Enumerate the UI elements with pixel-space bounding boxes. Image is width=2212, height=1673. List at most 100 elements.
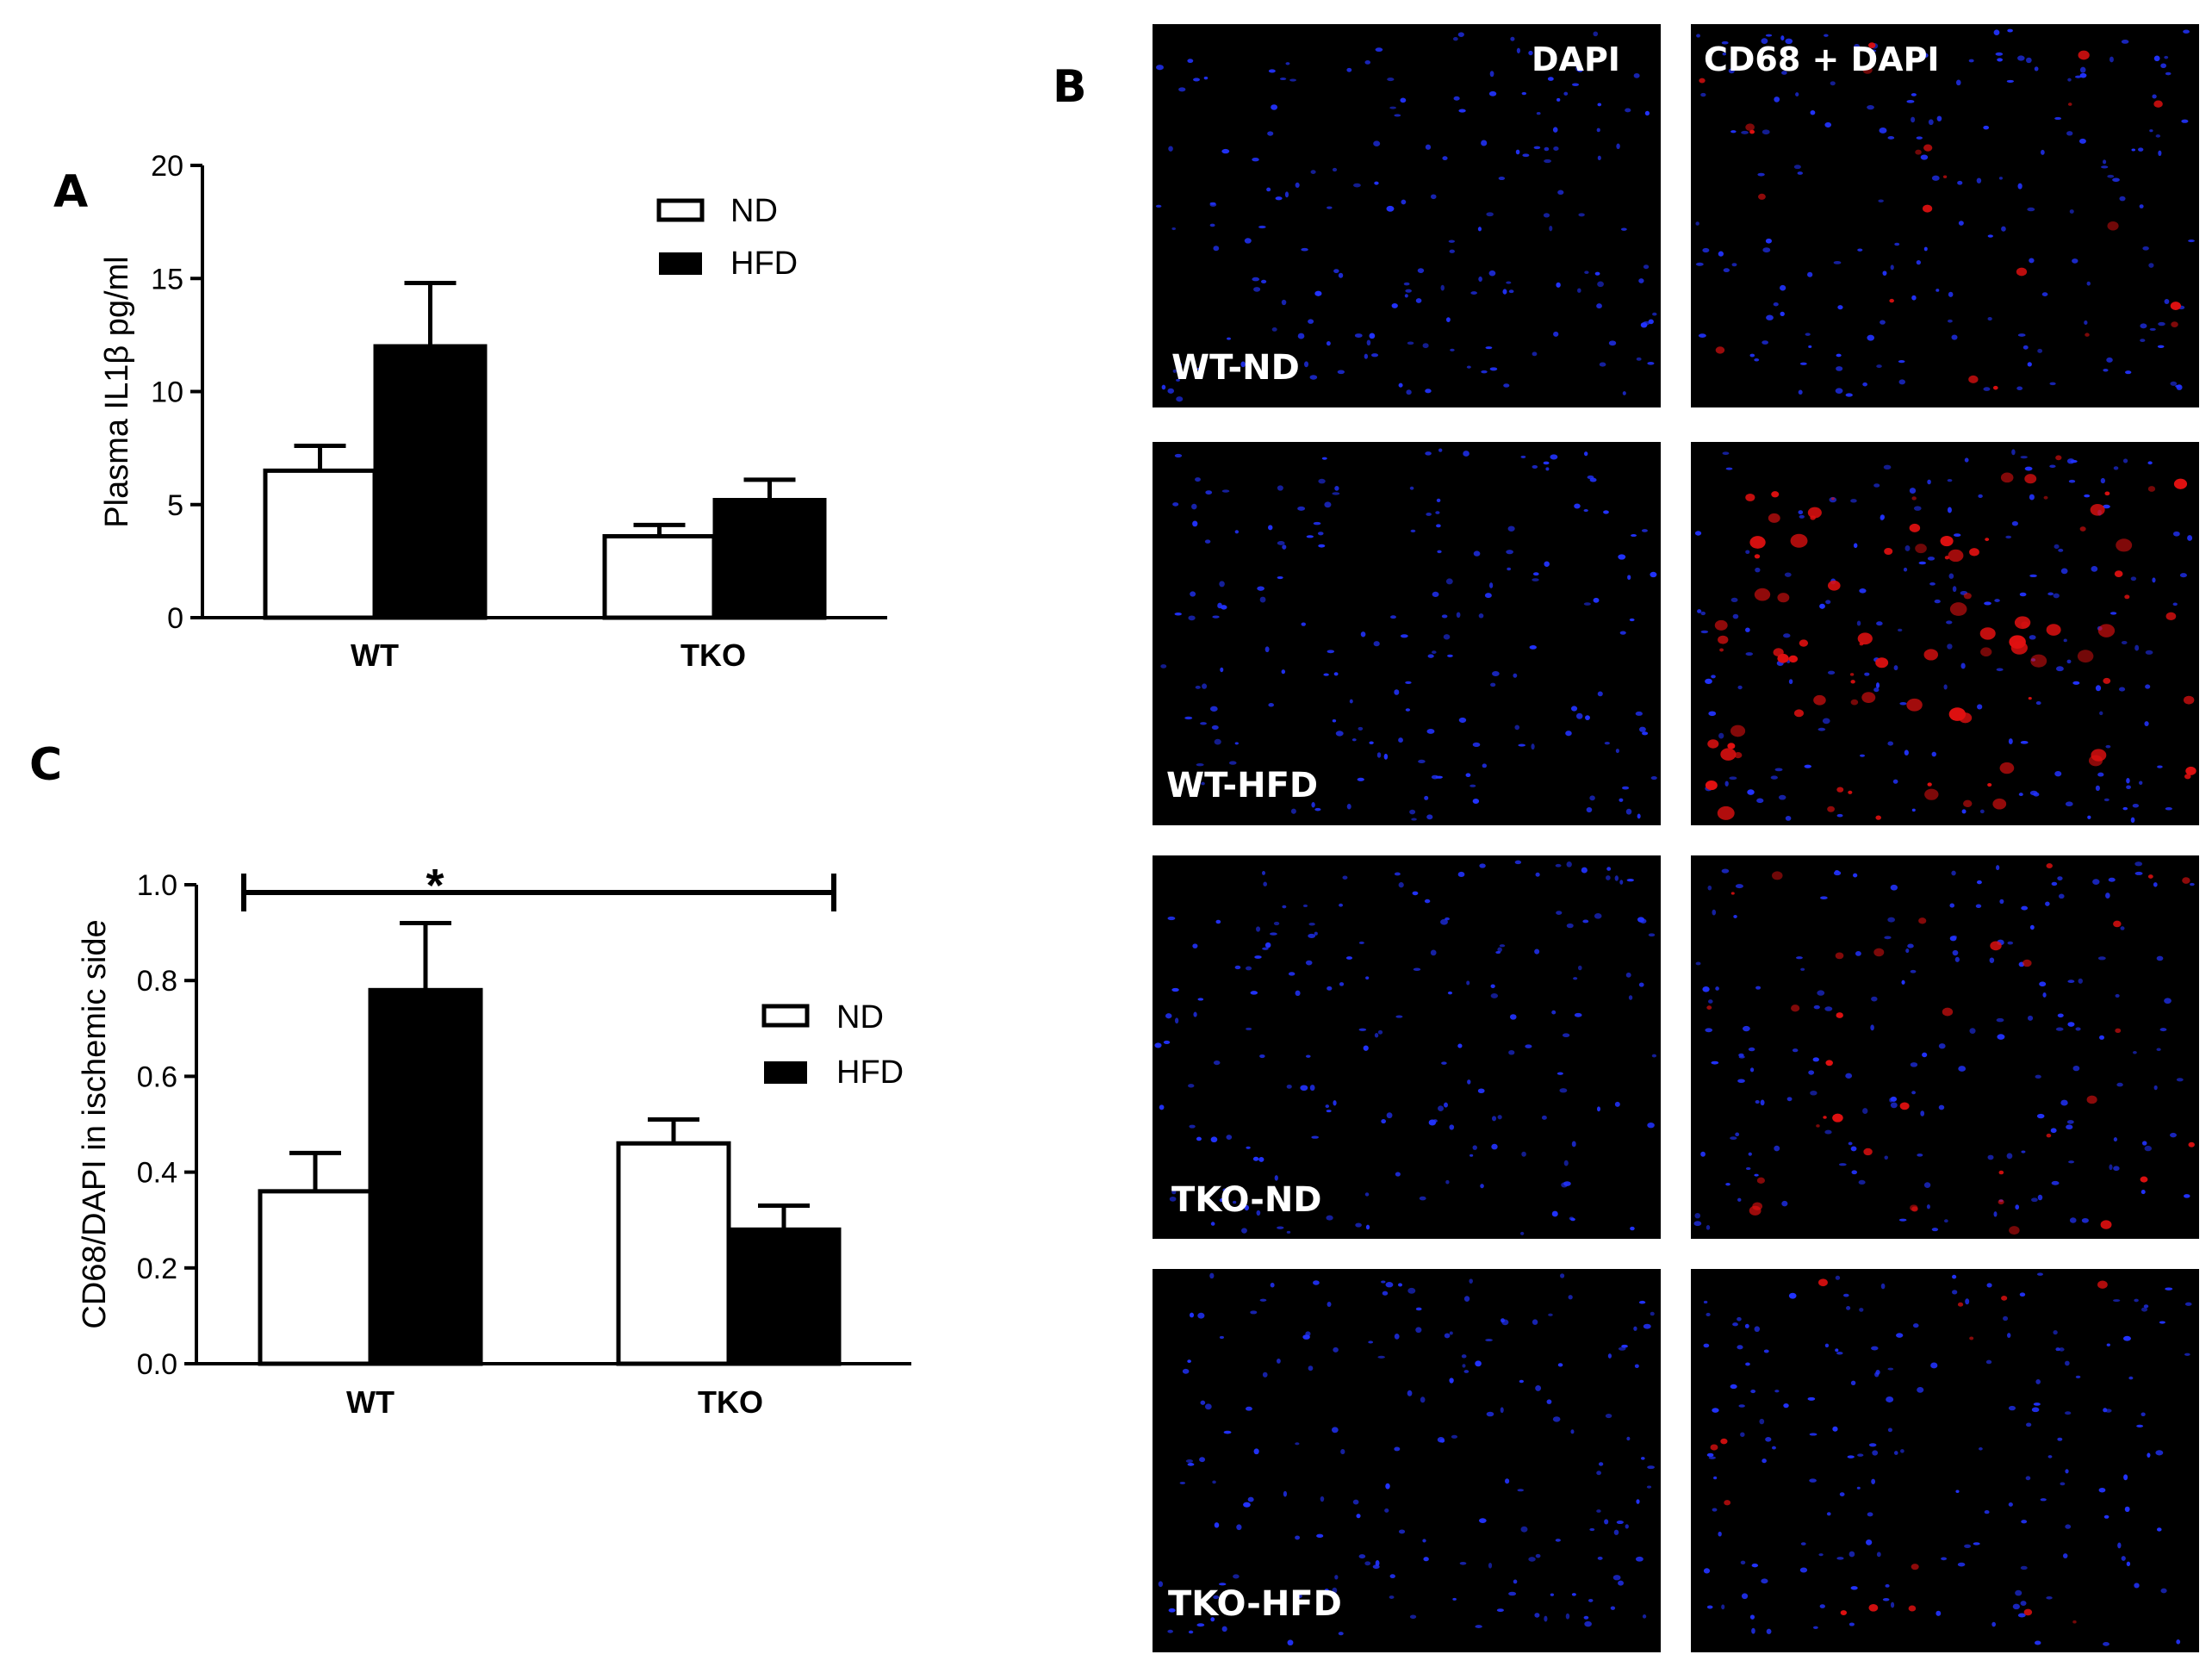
chart-il1b: 0 5 10 15 20 WT TKO Plasma IL1β pg/ml ND HFD xyxy=(99,150,887,673)
dapi-nucleus xyxy=(1382,1291,1389,1296)
dapi-nucleus xyxy=(1353,183,1361,188)
dapi-nucleus xyxy=(1638,1300,1646,1304)
dapi-nucleus xyxy=(1176,396,1184,402)
dapi-nucleus xyxy=(1698,333,1706,338)
dapi-nucleus xyxy=(1835,388,1843,394)
dapi-nucleus xyxy=(1574,1012,1582,1017)
dapi-nucleus xyxy=(1997,58,2004,62)
dapi-nucleus xyxy=(1606,875,1611,880)
dapi-nucleus xyxy=(2021,1520,2028,1524)
dapi-nucleus xyxy=(2122,806,2128,811)
cd68-cell xyxy=(2024,474,2037,484)
dapi-nucleus xyxy=(2099,711,2103,716)
dapi-nucleus xyxy=(2067,980,2075,984)
cd68-cell xyxy=(1799,639,1809,647)
cd68-cell xyxy=(2009,635,2026,649)
dapi-nucleus xyxy=(1317,532,1324,536)
dapi-nucleus xyxy=(1584,271,1589,274)
cd68-cell xyxy=(1835,952,1844,960)
cd68-cell xyxy=(2030,654,2047,668)
cd68-cell xyxy=(2097,1280,2108,1289)
dapi-nucleus xyxy=(1400,634,1408,638)
dapi-nucleus xyxy=(1984,1510,1990,1514)
dapi-nucleus xyxy=(2019,1292,2026,1297)
dapi-nucleus xyxy=(1635,711,1643,716)
bar-hfd-wt xyxy=(368,987,483,1366)
dapi-nucleus xyxy=(2086,281,2091,286)
dapi-nucleus xyxy=(1766,314,1774,320)
dapi-nucleus xyxy=(1432,591,1439,597)
dapi-nucleus xyxy=(1964,457,1969,463)
dapi-nucleus xyxy=(1189,1124,1196,1129)
dapi-nucleus xyxy=(1892,779,1898,784)
dapi-nucleus xyxy=(1187,1359,1191,1364)
dapi-nucleus xyxy=(1867,105,1874,110)
dapi-nucleus xyxy=(1772,1446,1776,1450)
dapi-nucleus xyxy=(1284,191,1289,198)
dapi-nucleus xyxy=(1430,949,1437,956)
dapi-nucleus xyxy=(1165,1013,1172,1019)
dapi-nucleus xyxy=(1261,870,1265,875)
dapi-nucleus xyxy=(1596,127,1600,133)
dapi-nucleus xyxy=(1219,1335,1225,1340)
dapi-nucleus xyxy=(1786,1097,1793,1102)
cd68-cell xyxy=(1992,798,2007,810)
dapi-nucleus xyxy=(1546,1399,1552,1404)
dapi-nucleus xyxy=(1215,919,1221,924)
dapi-nucleus xyxy=(1397,1283,1403,1287)
dapi-nucleus xyxy=(1363,1045,1369,1051)
dapi-nucleus xyxy=(1783,1403,1789,1409)
dapi-nucleus xyxy=(1196,1136,1202,1141)
dapi-nucleus xyxy=(1308,922,1315,926)
cd68-cell xyxy=(1875,657,1889,669)
micrograph-wt-nd-cd68-dapi xyxy=(1691,24,2199,407)
cd68-cell xyxy=(1745,493,1755,501)
dapi-nucleus xyxy=(1411,818,1417,821)
dapi-nucleus xyxy=(2075,1375,2081,1378)
dapi-nucleus xyxy=(2041,292,2048,296)
dapi-nucleus xyxy=(1369,741,1374,744)
dapi-nucleus xyxy=(1635,1556,1643,1562)
dapi-nucleus xyxy=(1561,1182,1568,1188)
dapi-nucleus xyxy=(1543,213,1550,218)
dapi-nucleus xyxy=(1730,597,1738,603)
dapi-nucleus xyxy=(1327,206,1333,209)
dapi-nucleus xyxy=(1824,1129,1832,1135)
dapi-nucleus xyxy=(1517,1489,1525,1492)
dapi-nucleus xyxy=(1958,1066,1967,1072)
dapi-nucleus xyxy=(1525,1044,1532,1048)
dapi-nucleus xyxy=(1233,1574,1240,1579)
dapi-nucleus xyxy=(1418,759,1426,764)
dapi-nucleus xyxy=(1441,614,1448,619)
dapi-nucleus xyxy=(1976,177,1982,183)
dapi-nucleus xyxy=(1952,586,1957,593)
dapi-nucleus xyxy=(1528,50,1533,56)
dapi-nucleus xyxy=(1384,1508,1389,1513)
dapi-nucleus xyxy=(2188,239,2195,243)
dapi-nucleus xyxy=(1871,1478,1876,1484)
dapi-nucleus xyxy=(1234,965,1241,970)
dapi-nucleus xyxy=(1472,798,1480,805)
dapi-nucleus xyxy=(1969,1028,1976,1035)
dapi-nucleus xyxy=(1641,529,1648,532)
dapi-nucleus xyxy=(1395,1015,1403,1018)
dapi-nucleus xyxy=(2051,1180,2060,1185)
dapi-nucleus xyxy=(1358,1554,1366,1559)
dapi-nucleus xyxy=(1755,1100,1760,1104)
cd68-cell xyxy=(2085,333,2090,337)
dapi-nucleus xyxy=(2101,165,2109,169)
dapi-nucleus xyxy=(1643,264,1650,270)
dapi-nucleus xyxy=(1813,1004,1820,1010)
dapi-nucleus xyxy=(1333,269,1339,274)
dapi-nucleus xyxy=(1498,177,1506,181)
cd68-cell xyxy=(1699,78,1706,84)
dapi-nucleus xyxy=(1274,1175,1278,1181)
bar-nd-wt xyxy=(258,1189,373,1366)
cd68-cell xyxy=(2188,1141,2195,1147)
dapi-nucleus xyxy=(1276,1359,1281,1364)
dapi-nucleus xyxy=(1650,775,1657,781)
cd68-cell xyxy=(2171,321,2178,328)
dapi-nucleus xyxy=(1899,702,1907,706)
cd68-cell xyxy=(1749,536,1766,549)
